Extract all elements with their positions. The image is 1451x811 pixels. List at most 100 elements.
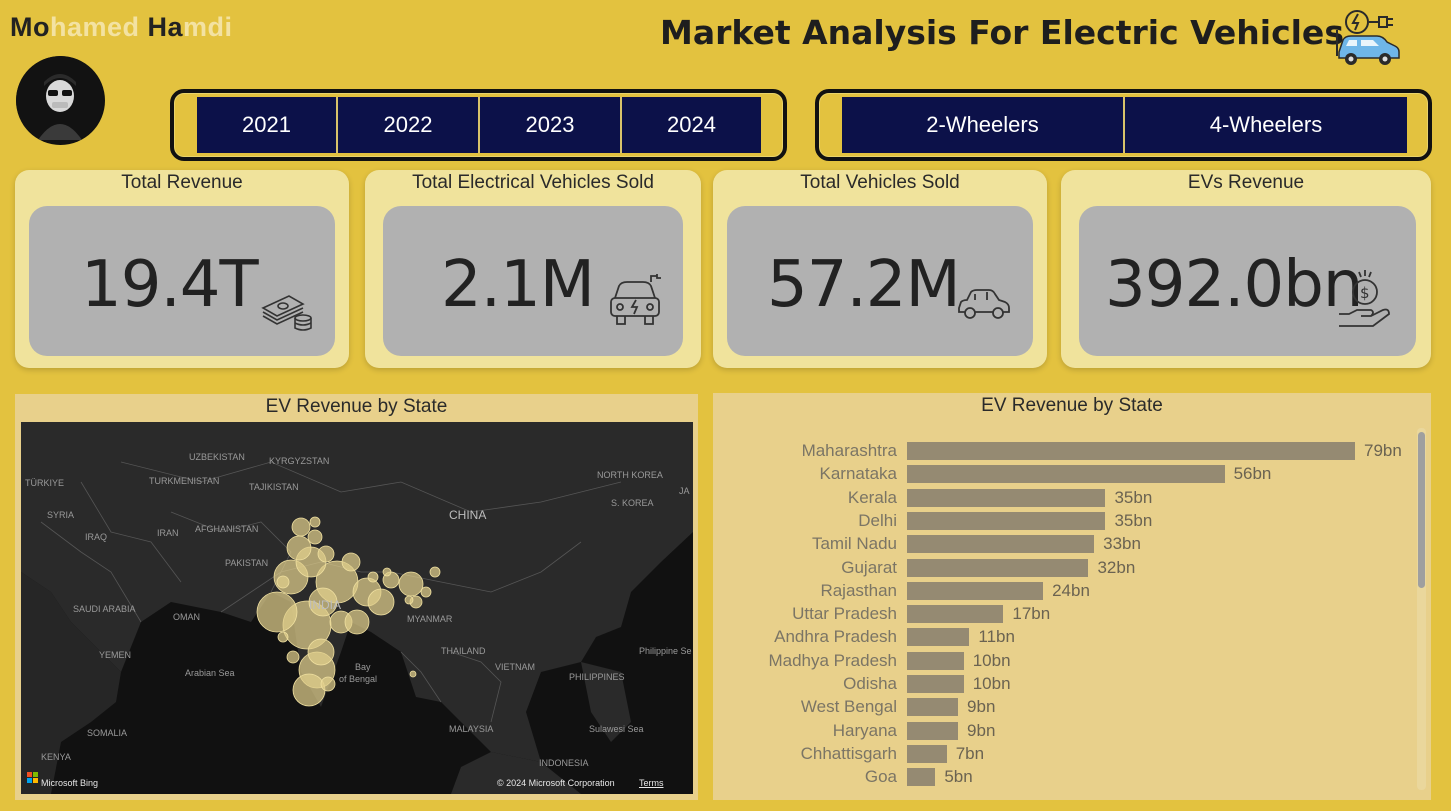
map-label: MALAYSIA: [449, 724, 494, 734]
bar[interactable]: [907, 581, 1044, 600]
map-label: JA: [679, 486, 690, 496]
map-label: S. KOREA: [611, 498, 654, 508]
bar[interactable]: [907, 628, 970, 647]
bar-row[interactable]: Kerala 35bn: [713, 488, 1431, 508]
map-label: IRAQ: [85, 532, 108, 542]
bar[interactable]: [907, 675, 964, 693]
map-label: OMAN: [173, 612, 200, 622]
map-panel-title: EV Revenue by State: [265, 396, 448, 417]
bar-value-label: 17bn: [1012, 604, 1051, 624]
kpi-total-revenue: Total Revenue 19.4T: [15, 170, 349, 368]
bar[interactable]: [907, 488, 1106, 507]
bar-category-label: Gujarat: [841, 557, 897, 577]
bar-value-label: 79bn: [1364, 441, 1402, 460]
map-label: PHILIPPINES: [569, 672, 625, 682]
bar-value-label: 32bn: [1097, 557, 1136, 577]
bar-value-label: 10bn: [972, 674, 1011, 693]
bar-row[interactable]: Haryana 9bn: [713, 721, 1431, 741]
ev-charging-car-icon: [1333, 6, 1401, 68]
bar-category-label: Andhra Pradesh: [774, 627, 897, 647]
author-name-part: hamed: [49, 12, 148, 42]
map-label: MYANMAR: [407, 614, 453, 624]
avatar: [16, 56, 105, 145]
two-wheelers-button[interactable]: 2-Wheelers: [842, 97, 1125, 153]
kpi-value: 392.0bn: [1105, 248, 1363, 322]
bar-row[interactable]: Rajasthan 24bn: [713, 581, 1431, 601]
author-name-part: mdi: [183, 12, 233, 42]
bar-row[interactable]: Gujarat 32bn: [713, 558, 1431, 578]
year-button-2021[interactable]: 2021: [197, 97, 338, 153]
kpi-title: Total Electrical Vehicles Sold: [412, 172, 654, 193]
map-label: INDONESIA: [539, 758, 589, 768]
year-slicer: 2021 2022 2023 2024: [170, 89, 787, 161]
map-label: TAJIKISTAN: [249, 482, 299, 492]
scrollbar-track[interactable]: [1417, 428, 1426, 790]
bar[interactable]: [907, 442, 1355, 460]
bar-chart-panel: EV Revenue by State: [713, 393, 1431, 800]
map-label: TURKMENISTAN: [149, 476, 220, 486]
map-label: Sulawesi Sea: [589, 724, 644, 734]
four-wheelers-button[interactable]: 4-Wheelers: [1125, 97, 1407, 153]
year-button-2024[interactable]: 2024: [622, 97, 761, 153]
bar-category-label: Karnataka: [819, 464, 898, 484]
map-label: Arabian Sea: [185, 668, 235, 678]
bar-row[interactable]: Goa 5bn: [713, 767, 1431, 787]
map-label: INDIA: [309, 598, 342, 612]
map-label: Bay: [355, 662, 371, 672]
kpi-title: EVs Revenue: [1187, 172, 1305, 193]
map-label: VIETNAM: [495, 662, 536, 672]
bar[interactable]: [907, 744, 947, 763]
map-label: AFGHANISTAN: [195, 524, 259, 534]
bar-value-label: 10bn: [972, 650, 1011, 670]
bar-row[interactable]: Tamil Nadu 33bn: [713, 534, 1431, 554]
bar[interactable]: [907, 558, 1089, 577]
map-label: SOMALIA: [87, 728, 128, 738]
bar-value-label: 9bn: [967, 720, 996, 740]
bar[interactable]: [907, 511, 1106, 530]
ev-car-icon: [607, 274, 663, 330]
scrollbar-thumb[interactable]: [1418, 432, 1425, 588]
ev-revenue-map[interactable]: UZBEKISTAN KYRGYZSTAN TÜRKIYE TURKMENIST…: [21, 422, 693, 794]
bar-value-label: 7bn: [955, 743, 985, 763]
kpi-card: 57.2M: [727, 206, 1033, 356]
map-copyright: © 2024 Microsoft Corporation: [497, 778, 615, 788]
kpi-value: 57.2M: [767, 248, 961, 322]
bar[interactable]: [907, 698, 959, 717]
year-button-2022[interactable]: 2022: [338, 97, 480, 153]
year-button-2023[interactable]: 2023: [480, 97, 622, 153]
bar-category-label: Chhattisgarh: [800, 743, 897, 763]
bar-row[interactable]: Andhra Pradesh 11bn: [713, 627, 1431, 647]
map-label: SAUDI ARABIA: [73, 604, 136, 614]
bar[interactable]: [907, 465, 1225, 484]
kpi-total-vehicles-sold: Total Vehicles Sold 57.2M: [713, 170, 1047, 368]
kpi-card: 19.4T: [29, 206, 335, 356]
bar-category-label: Madhya Pradesh: [768, 650, 897, 670]
bar-row[interactable]: Uttar Pradesh 17bn: [713, 604, 1431, 624]
bar-category-label: Uttar Pradesh: [792, 604, 897, 624]
bar[interactable]: [907, 768, 936, 787]
map-label: THAILAND: [441, 646, 486, 656]
bar-row[interactable]: Chhattisgarh 7bn: [713, 744, 1431, 764]
bar-row[interactable]: Delhi 35bn: [713, 511, 1431, 531]
terms-link[interactable]: Terms: [639, 778, 664, 788]
bar-row[interactable]: Odisha 10bn: [713, 674, 1431, 694]
bar-row[interactable]: West Bengal 9bn: [713, 697, 1431, 717]
bar-category-label: Delhi: [858, 510, 897, 530]
map-panel: EV Revenue by State: [15, 394, 698, 800]
kpi-title: Total Revenue: [121, 172, 243, 193]
bar[interactable]: [907, 605, 1004, 624]
bar[interactable]: [907, 651, 964, 670]
bar-category-label: Goa: [864, 767, 897, 787]
bar[interactable]: [907, 535, 1095, 554]
map-label: Philippine Se: [639, 646, 692, 656]
bar-value-label: 33bn: [1103, 534, 1141, 554]
bar-row[interactable]: Maharashtra 79bn: [713, 441, 1431, 461]
bar-category-label: Haryana: [832, 720, 897, 740]
map-label: SYRIA: [47, 510, 75, 520]
bar-row[interactable]: Madhya Pradesh 10bn: [713, 651, 1431, 671]
bar-row[interactable]: Karnataka 56bn: [713, 464, 1431, 484]
kpi-evs-revenue: EVs Revenue 392.0bn $: [1061, 170, 1431, 368]
author-name-part: Ha: [147, 12, 184, 42]
map-label: UZBEKISTAN: [189, 452, 245, 462]
bar[interactable]: [907, 721, 959, 740]
